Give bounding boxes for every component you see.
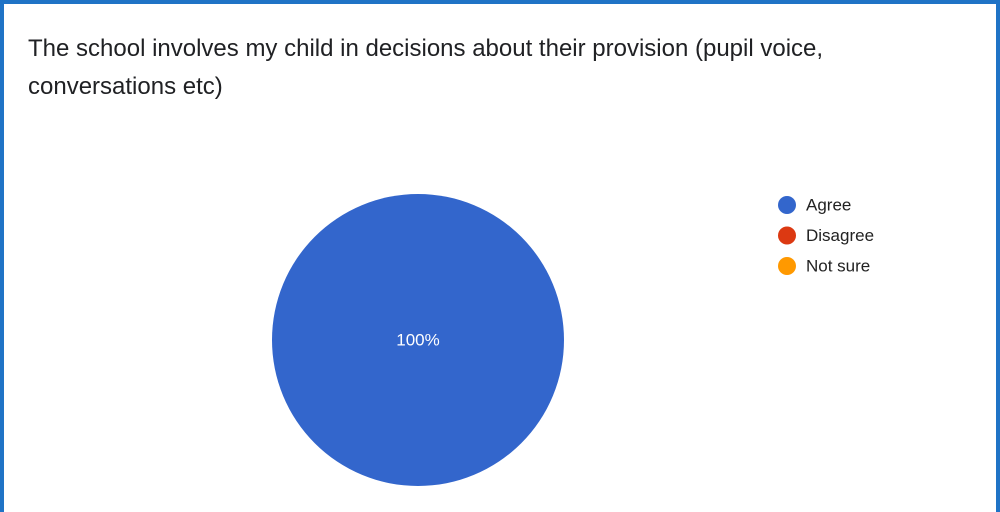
- legend-item-agree[interactable]: Agree: [778, 196, 851, 215]
- pie-labels: 100%: [396, 331, 439, 350]
- legend-swatch: [778, 257, 796, 275]
- legend-label: Agree: [806, 196, 851, 215]
- pie-slice-agree[interactable]: [272, 194, 564, 486]
- legend-item-disagree[interactable]: Disagree: [778, 226, 874, 245]
- chart-legend: Agree Disagree Not sure: [778, 196, 874, 276]
- pie-slices: [272, 194, 564, 486]
- legend-label: Disagree: [806, 226, 874, 245]
- legend-swatch: [778, 196, 796, 214]
- legend-swatch: [778, 226, 796, 245]
- question-title: The school involves my child in decision…: [28, 35, 824, 100]
- legend-label: Not sure: [806, 257, 870, 276]
- legend-item-not-sure[interactable]: Not sure: [778, 257, 870, 276]
- slice-value-label: 100%: [396, 331, 439, 350]
